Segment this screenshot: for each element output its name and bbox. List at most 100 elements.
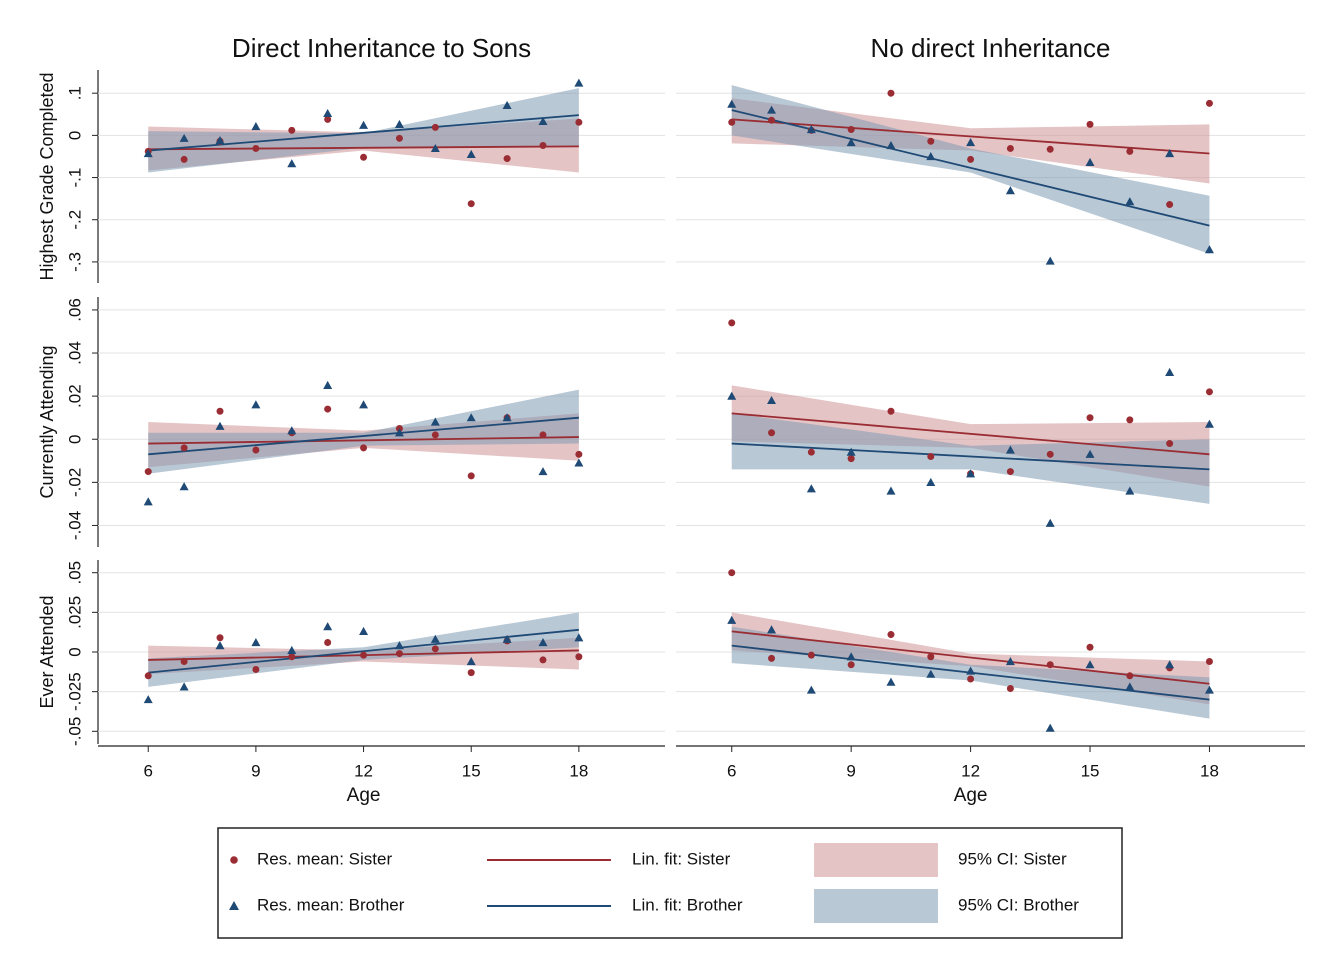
y-tick-label: -.025: [65, 672, 84, 711]
brother-point: [430, 417, 440, 426]
brother-point: [966, 666, 976, 675]
legend-label: Res. mean: Sister: [257, 849, 392, 868]
x-tick-label: 6: [727, 761, 736, 780]
y-tick-label: -.02: [65, 468, 84, 497]
sister-point: [575, 653, 583, 661]
sister-point: [216, 634, 224, 642]
brother-point: [1204, 419, 1214, 428]
y-tick-label: .04: [65, 341, 84, 365]
brother-point: [767, 105, 777, 114]
sister-point: [768, 116, 776, 124]
brother-point: [430, 634, 440, 643]
x-tick-label: 18: [569, 761, 588, 780]
y-tick-label: .05: [65, 561, 84, 585]
brother-point: [767, 625, 777, 634]
sister-point: [288, 126, 296, 134]
brother-point: [287, 645, 297, 655]
brother-point: [502, 100, 512, 110]
brother-point: [574, 458, 584, 467]
brother-point: [502, 634, 512, 643]
sister-point: [539, 656, 547, 664]
brother-point: [846, 652, 856, 661]
brother-point: [1204, 245, 1214, 254]
brother-point: [215, 135, 225, 145]
sister-point: [1205, 658, 1213, 666]
x-tick-label: 12: [961, 761, 980, 780]
brother-point: [179, 482, 189, 491]
brother-point: [143, 695, 153, 704]
sister-point: [1006, 468, 1014, 476]
sister-point: [324, 115, 332, 123]
y-tick-label: 0: [65, 131, 84, 140]
brother-point: [966, 469, 976, 478]
brother-point: [1005, 445, 1015, 454]
brother-point: [143, 497, 153, 506]
sister-point: [431, 431, 439, 439]
sister-point: [1126, 147, 1134, 155]
fit-line: [731, 412, 1210, 456]
brother-point: [886, 486, 896, 495]
sister-point: [324, 405, 332, 413]
sister-point: [887, 631, 895, 639]
brother-point: [143, 149, 153, 158]
column-title: No direct Inheritance: [871, 33, 1111, 63]
y-tick-label: -.04: [65, 511, 84, 540]
ci-band: [731, 413, 1210, 504]
x-tick-label: 9: [846, 761, 855, 780]
sister-point: [1126, 416, 1134, 424]
brother-point: [323, 380, 333, 389]
brother-point: [1125, 197, 1135, 206]
brother-point: [538, 637, 548, 647]
sister-point: [1006, 684, 1014, 692]
brother-point: [846, 447, 856, 456]
brother-point: [1085, 660, 1095, 669]
brother-point: [1085, 157, 1095, 166]
brother-point: [1125, 486, 1135, 495]
brother-point: [538, 467, 548, 476]
brother-point: [846, 138, 856, 147]
brother-point: [359, 626, 369, 635]
y-tick-label: .025: [65, 596, 84, 629]
legend-symbol: [229, 901, 239, 910]
sister-point: [180, 658, 188, 666]
sister-point: [431, 645, 439, 653]
sister-point: [728, 319, 736, 327]
brother-point: [1165, 367, 1175, 377]
brother-point: [466, 149, 476, 158]
sister-point: [395, 650, 403, 658]
legend-label: Res. mean: Brother: [257, 895, 405, 914]
sister-point: [360, 444, 368, 452]
sister-point: [768, 429, 776, 437]
sister-point: [144, 468, 152, 476]
x-axis-label: Age: [954, 785, 988, 806]
sister-point: [431, 123, 439, 131]
brother-point: [394, 119, 404, 129]
brother-point: [323, 108, 333, 118]
brother-point: [215, 421, 225, 430]
brother-point: [926, 477, 936, 486]
sister-point: [927, 452, 935, 460]
sister-point: [144, 672, 152, 680]
brother-point: [767, 395, 777, 405]
legend-swatch: [814, 843, 938, 877]
brother-point: [806, 124, 816, 134]
brother-point: [886, 677, 896, 686]
brother-point: [1204, 685, 1214, 694]
sister-point: [768, 654, 776, 662]
y-tick-label: -.05: [65, 717, 84, 746]
sister-point: [467, 200, 475, 208]
sister-point: [467, 472, 475, 480]
sister-point: [728, 569, 736, 577]
sister-point: [887, 89, 895, 97]
brother-point: [1005, 186, 1015, 195]
sister-point: [807, 448, 815, 456]
sister-point: [180, 444, 188, 452]
brother-point: [251, 637, 261, 647]
sister-point: [395, 134, 403, 142]
brother-point: [1165, 149, 1175, 158]
y-tick-label: .1: [65, 86, 84, 100]
brother-point: [287, 426, 297, 435]
brother-point: [727, 615, 737, 624]
brother-point: [727, 391, 737, 400]
brother-point: [287, 159, 297, 168]
